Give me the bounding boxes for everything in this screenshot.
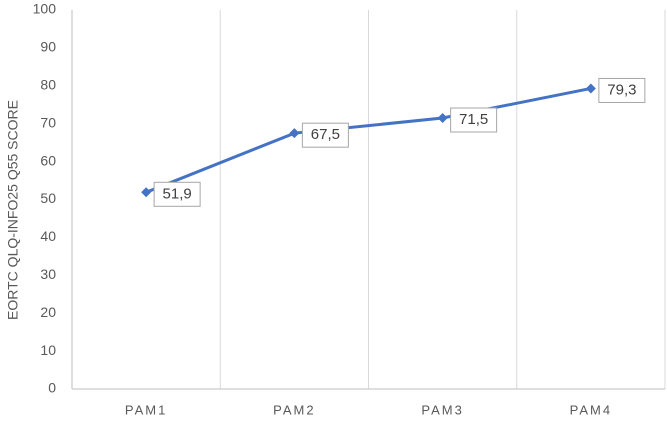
label-box xyxy=(153,181,201,207)
label-box xyxy=(598,77,646,103)
y-tick-label: 70 xyxy=(40,114,56,130)
y-tick-label: 100 xyxy=(33,1,57,17)
marker xyxy=(437,113,448,124)
y-tick-label: 80 xyxy=(40,77,56,93)
y-tick-label: 20 xyxy=(40,304,56,320)
y-tick-label: 0 xyxy=(48,380,56,396)
label-box xyxy=(301,122,349,148)
data-label: 51,9 xyxy=(163,185,192,202)
x-tick-label: PAM2 xyxy=(273,402,315,417)
x-tick-label: PAM3 xyxy=(421,402,463,417)
marker xyxy=(289,128,300,139)
data-label: 71,5 xyxy=(459,111,488,128)
y-tick-label: 90 xyxy=(40,39,56,55)
data-label: 67,5 xyxy=(311,126,340,143)
y-tick-label: 30 xyxy=(40,266,56,282)
data-label: 79,3 xyxy=(607,81,636,98)
y-tick-label: 60 xyxy=(40,152,56,168)
x-tick-label: PAM1 xyxy=(125,402,167,417)
marker xyxy=(141,187,152,198)
line xyxy=(145,86,592,194)
x-tick-label: PAM4 xyxy=(570,402,612,417)
y-tick-label: 40 xyxy=(40,228,56,244)
marker xyxy=(585,83,596,94)
label-box xyxy=(450,107,498,133)
y-axis-title: EORTC QLQ-INFO25 Q55 SCORE xyxy=(5,100,21,320)
y-tick-label: 10 xyxy=(40,342,56,358)
y-tick-label: 50 xyxy=(40,190,56,206)
